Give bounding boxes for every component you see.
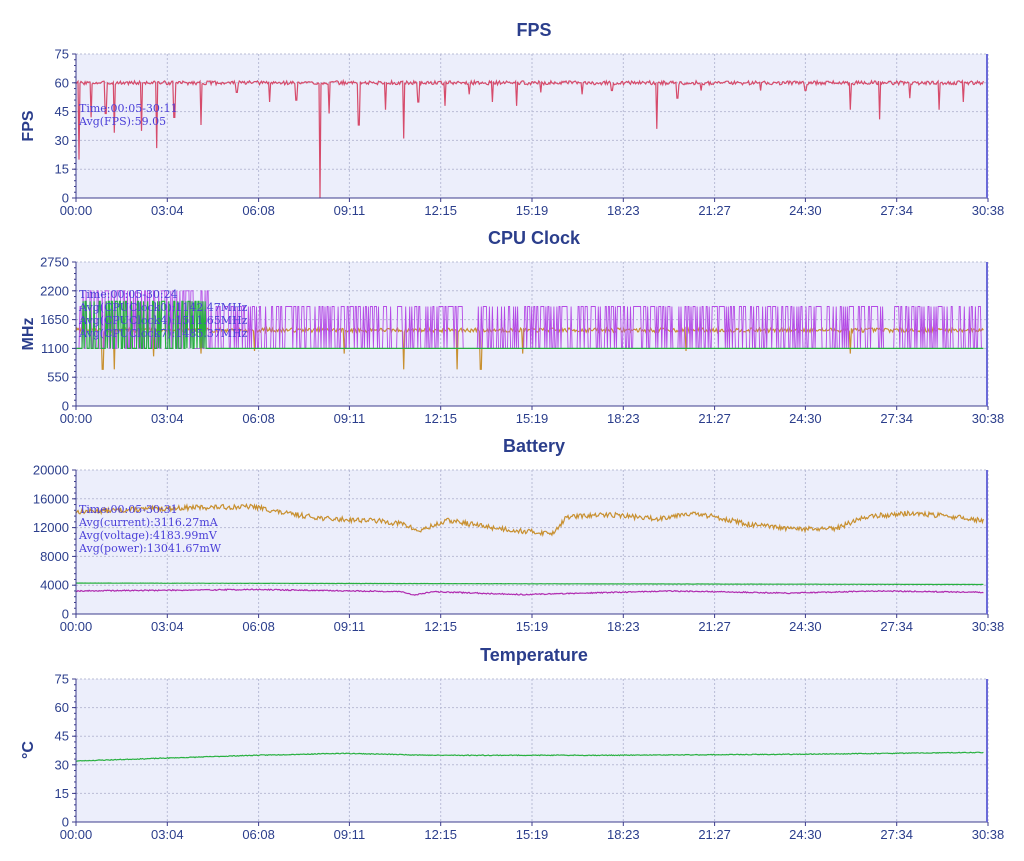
y-tick-label: 75 [55,47,69,62]
x-tick-label: 21:27 [698,619,731,634]
annotation-text: Avg(CPUClock0):1142.47MHz [78,301,248,314]
x-tick-label: 27:34 [880,619,913,634]
x-tick-label: 21:27 [698,411,731,426]
y-tick-label: 1650 [40,312,69,327]
x-tick-label: 15:19 [516,203,549,218]
y-tick-label: 15 [55,786,69,801]
chart-title: Battery [503,436,565,456]
x-tick-label: 30:38 [972,411,1005,426]
series-line-s0 [75,751,984,762]
y-tick-label: 60 [55,700,69,715]
x-tick-label: 06:08 [242,411,275,426]
x-tick-label: 18:23 [607,203,640,218]
x-tick-label: 12:15 [424,827,457,842]
y-tick-label: 8000 [40,549,69,564]
annotation-text: Time:00:05-30:11 [79,102,178,115]
series-line-cpuclock0 [76,300,984,349]
chart-panel-0: 0 15 30 45 60 75 00:00 03:04 06:08 09:11 12:15 15:1… [20,20,1004,218]
annotation-text: Avg(current):3116.27mA [78,516,219,529]
x-tick-label: 15:19 [516,827,549,842]
y-tick-label: 30 [55,133,69,148]
x-tick-label: 09:11 [334,827,366,842]
chart-title: FPS [516,20,551,40]
annotation-text: Avg(CPUClock4):1511.65MHz [78,314,248,327]
y-tick-label: 45 [55,104,69,119]
x-tick-label: 00:00 [60,411,93,426]
y-tick-label: 20000 [33,463,69,478]
x-tick-label: 12:15 [424,619,457,634]
y-tick-label: 0 [62,399,69,414]
x-tick-label: 06:08 [242,619,275,634]
x-tick-label: 15:19 [516,411,549,426]
x-tick-label: 24:30 [789,827,822,842]
x-tick-label: 00:00 [60,203,93,218]
y-tick-label: 550 [47,370,69,385]
x-tick-label: 12:15 [424,411,457,426]
y-tick-label: 0 [62,607,69,622]
x-tick-label: 30:38 [972,619,1005,634]
x-tick-label: 18:23 [607,619,640,634]
series-line-power [75,502,984,538]
x-tick-label: 15:19 [516,619,549,634]
y-axis-label: FPS [20,110,37,141]
annotation-text: Time:00:05-30:24 [79,288,178,301]
y-tick-label: 60 [55,75,69,90]
x-tick-label: 27:34 [880,203,913,218]
annotation-text: Avg(power):13041.67mW [78,542,222,555]
x-tick-label: 03:04 [151,203,184,218]
x-tick-label: 21:27 [698,203,731,218]
x-tick-label: 06:08 [242,203,275,218]
y-tick-label: 30 [55,757,69,772]
y-tick-label: 15 [55,162,69,177]
plot-area [76,679,988,822]
y-tick-label: 2200 [40,283,69,298]
annotation-text: Time:00:05-30:31 [79,503,178,516]
x-tick-label: 09:11 [334,203,366,218]
x-tick-label: 09:11 [334,411,366,426]
x-tick-label: 00:00 [60,827,93,842]
x-tick-label: 18:23 [607,827,640,842]
chart-panel-3: 0 15 30 45 60 75 00:00 03:04 06:08 09:11 12:15 15:1… [20,645,1004,842]
y-axis-label: °C [20,741,37,759]
y-tick-label: 4000 [40,578,69,593]
x-tick-label: 24:30 [789,619,822,634]
chart-title: CPU Clock [488,228,581,248]
series-line-voltage [75,582,984,586]
x-tick-label: 03:04 [151,619,184,634]
annotation-text: Avg(CPUClock7):1485.37MHz [78,327,248,340]
y-axis-label: MHz [20,318,37,351]
x-tick-label: 30:38 [972,203,1005,218]
x-tick-label: 03:04 [151,411,184,426]
y-tick-label: 0 [62,191,69,206]
chart-title: Temperature [480,645,588,665]
x-tick-label: 03:04 [151,827,184,842]
x-tick-label: 27:34 [880,827,913,842]
annotation-text: Avg(FPS):59.05 [78,115,166,128]
x-tick-label: 12:15 [424,203,457,218]
y-tick-label: 0 [62,815,69,830]
y-tick-label: 12000 [33,520,69,535]
x-tick-label: 24:30 [789,203,822,218]
annotation-text: Avg(voltage):4183.99mV [78,529,218,542]
y-tick-label: 75 [55,672,69,687]
series-line-current [75,588,984,596]
chart-panel-2: 0 4000 8000 12000 16000 20000 00:00 03:04 06:08 0… [33,436,1004,634]
x-tick-label: 00:00 [60,619,93,634]
x-tick-label: 06:08 [242,827,275,842]
series-line-s0 [75,78,984,199]
chart-panel-1: 0 550 1100 1650 2200 2750 00:00 03:04 06:08 09:11… [20,228,1004,426]
y-tick-label: 1100 [41,341,69,356]
x-tick-label: 30:38 [972,827,1005,842]
x-tick-label: 27:34 [880,411,913,426]
x-tick-label: 09:11 [334,619,366,634]
y-tick-label: 45 [55,729,69,744]
x-tick-label: 24:30 [789,411,822,426]
y-tick-label: 2750 [40,255,69,270]
x-tick-label: 21:27 [698,827,731,842]
x-tick-label: 18:23 [607,411,640,426]
y-tick-label: 16000 [33,491,69,506]
